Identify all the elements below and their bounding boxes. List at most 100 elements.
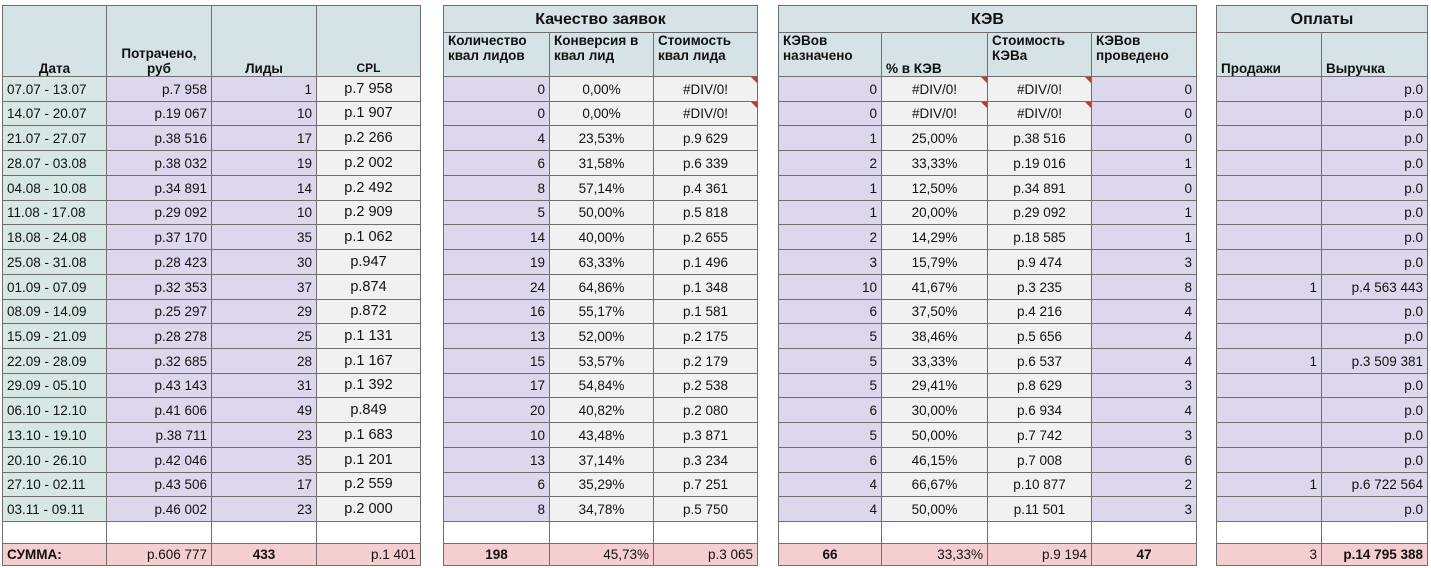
table-cell: 4 <box>443 125 550 151</box>
table-cell: 0 <box>443 101 550 126</box>
total-cell: 433 <box>211 543 317 566</box>
empty-cell <box>106 521 212 544</box>
table-cell: 31 <box>211 373 317 398</box>
column-header: Количество квал лидов <box>443 32 550 77</box>
table-cell: 3 <box>1091 373 1197 398</box>
table-cell: 1 <box>1091 224 1197 250</box>
table-cell: 5 <box>443 200 550 225</box>
table-cell: 22.09 - 28.09 <box>2 348 107 374</box>
table-cell: 17 <box>443 373 550 398</box>
table-cell: 37,14% <box>549 447 654 473</box>
table-cell: 35,29% <box>549 472 654 497</box>
table-cell: 37,50% <box>881 299 988 324</box>
table-cell: 6 <box>1091 447 1197 473</box>
total-cell: р.3 065 <box>653 543 758 566</box>
table-cell: р.872 <box>316 299 421 324</box>
table-cell: р.1 581 <box>653 299 758 324</box>
table-cell: р.2 538 <box>653 373 758 398</box>
table-cell: р.5 656 <box>987 323 1092 349</box>
table-cell: 3 <box>1091 422 1197 448</box>
table-cell: р.2 175 <box>653 323 758 349</box>
table-cell: р.2 080 <box>653 397 758 423</box>
table-cell: 37 <box>211 274 317 300</box>
table-cell: 0 <box>1091 76 1197 102</box>
table-cell: р.41 606 <box>106 397 212 423</box>
table-cell: р.1 131 <box>316 323 421 349</box>
table-cell: р.32 685 <box>106 348 212 374</box>
total-cell: 33,33% <box>881 543 988 566</box>
table-cell: р.34 891 <box>106 175 212 201</box>
column-header: КЭВов назначено <box>778 32 882 77</box>
table-cell: р.38 711 <box>106 422 212 448</box>
table-cell: р.3 871 <box>653 422 758 448</box>
error-marker <box>981 102 987 108</box>
table-cell: 0,00% <box>549 76 654 102</box>
table-cell: 3 <box>1091 249 1197 275</box>
total-cell: р.14 795 388 <box>1321 543 1428 566</box>
group-header: КЭВ <box>778 5 1197 33</box>
table-cell: 53,57% <box>549 348 654 374</box>
table-cell: 46,15% <box>881 447 988 473</box>
table-cell: р.0 <box>1321 397 1428 423</box>
table-cell: р.6 934 <box>987 397 1092 423</box>
table-cell: р.1 062 <box>316 224 421 250</box>
total-cell: р.606 777 <box>106 543 212 566</box>
table-cell: 35 <box>211 224 317 250</box>
table-cell: 4 <box>1091 348 1197 374</box>
table-cell: р.2 179 <box>653 348 758 374</box>
table-cell: р.0 <box>1321 447 1428 473</box>
table-cell: р.1 683 <box>316 422 421 448</box>
table-cell: #DIV/0! <box>881 101 988 126</box>
table-cell: 28.07 - 03.08 <box>2 150 107 176</box>
column-header: Продажи <box>1216 32 1322 77</box>
table-cell: р.19 067 <box>106 101 212 126</box>
table-cell: 4 <box>778 472 882 497</box>
table-cell: 08.09 - 14.09 <box>2 299 107 324</box>
table-cell: 06.10 - 12.10 <box>2 397 107 423</box>
table-cell: р.1 907 <box>316 101 421 126</box>
table-cell: р.37 170 <box>106 224 212 250</box>
table-cell: р.3 509 381 <box>1321 348 1428 374</box>
column-header: КЭВов проведено <box>1091 32 1197 77</box>
group-header: Качество заявок <box>443 5 758 33</box>
table-cell: р.0 <box>1321 150 1428 176</box>
table-cell: р.1 201 <box>316 447 421 473</box>
empty-cell <box>778 521 882 544</box>
table-cell: р.5 818 <box>653 200 758 225</box>
table-cell: 33,33% <box>881 150 988 176</box>
table-cell: 17 <box>211 125 317 151</box>
table-cell: 41,67% <box>881 274 988 300</box>
table-cell: 0 <box>1091 101 1197 126</box>
table-cell: р.7 958 <box>106 76 212 102</box>
table-cell: р.0 <box>1321 76 1428 102</box>
table-cell: р.874 <box>316 274 421 300</box>
column-header: Стоимость КЭВа <box>987 32 1092 77</box>
table-cell: р.7 742 <box>987 422 1092 448</box>
table-cell: 40,82% <box>549 397 654 423</box>
table-cell: р.43 143 <box>106 373 212 398</box>
table-cell: р.2 002 <box>316 150 421 176</box>
table-cell: 6 <box>778 447 882 473</box>
table-cell: 50,00% <box>549 200 654 225</box>
table-cell: 12,50% <box>881 175 988 201</box>
empty-cell <box>987 521 1092 544</box>
table-cell: р.34 891 <box>987 175 1092 201</box>
table-cell: р.10 877 <box>987 472 1092 497</box>
table-cell: 21.07 - 27.07 <box>2 125 107 151</box>
empty-cell <box>549 521 654 544</box>
table-cell: 10 <box>211 101 317 126</box>
column-header: % в КЭВ <box>881 32 988 77</box>
table-cell: 5 <box>778 373 882 398</box>
table-cell: 01.09 - 07.09 <box>2 274 107 300</box>
table-cell: 10 <box>443 422 550 448</box>
total-cell: 3 <box>1216 543 1322 566</box>
table-cell: 1 <box>1091 200 1197 225</box>
table-cell <box>1216 125 1322 151</box>
table-cell: 8 <box>443 175 550 201</box>
table-cell: 17 <box>211 472 317 497</box>
table-cell <box>1216 496 1322 522</box>
table-cell: р.0 <box>1321 249 1428 275</box>
empty-cell <box>211 521 317 544</box>
table-cell: 2 <box>1091 472 1197 497</box>
table-cell: р.2 000 <box>316 496 421 522</box>
